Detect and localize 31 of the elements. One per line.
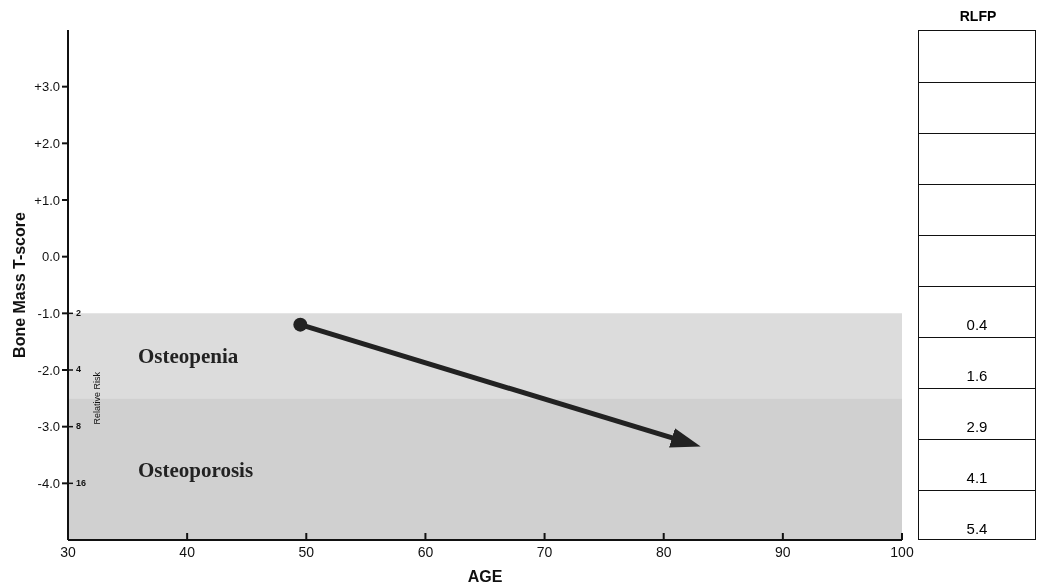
x-tick-label: 90 xyxy=(775,543,791,560)
text: 1.6 xyxy=(965,367,989,384)
x-tick-label: 60 xyxy=(417,543,434,560)
y-tick-label: +3.0 xyxy=(34,79,60,95)
band-label: Osteoporosis xyxy=(138,457,254,482)
y2-tick-label: 8 xyxy=(76,421,82,432)
y-tick-label: +2.0 xyxy=(34,135,60,151)
x-tick-label: 30 xyxy=(60,543,76,560)
y-tick-label: 0.0 xyxy=(41,249,60,265)
x-tick-label: 40 xyxy=(179,543,196,560)
x-tick-label: 50 xyxy=(298,543,315,560)
x-tick-label: 100 xyxy=(890,543,914,560)
y-tick-label: +1.0 xyxy=(34,192,60,208)
x-tick-label: 70 xyxy=(536,543,553,560)
text: 5.4 xyxy=(965,520,989,537)
y-axis-title: Bone Mass T-score xyxy=(11,211,29,358)
y-tick-label: -1.0 xyxy=(37,305,60,321)
y2-tick-label: 4 xyxy=(76,364,82,375)
y2-tick-label: 2 xyxy=(76,307,82,318)
x-tick-label: 80 xyxy=(655,543,672,560)
y-tick-label: -3.0 xyxy=(37,419,60,435)
y2-axis-title: Relative Risk xyxy=(92,371,103,425)
text: RLFP xyxy=(958,8,998,24)
text: 2.9 xyxy=(965,418,989,435)
y-tick-label: -2.0 xyxy=(37,362,60,378)
y2-tick-label: 16 xyxy=(76,477,87,488)
band-label: Osteopenia xyxy=(138,344,239,369)
text: 0.4 xyxy=(965,316,989,333)
y-tick-label: -4.0 xyxy=(37,475,60,491)
text: 4.1 xyxy=(965,469,989,486)
x-axis-title: AGE xyxy=(467,568,503,585)
